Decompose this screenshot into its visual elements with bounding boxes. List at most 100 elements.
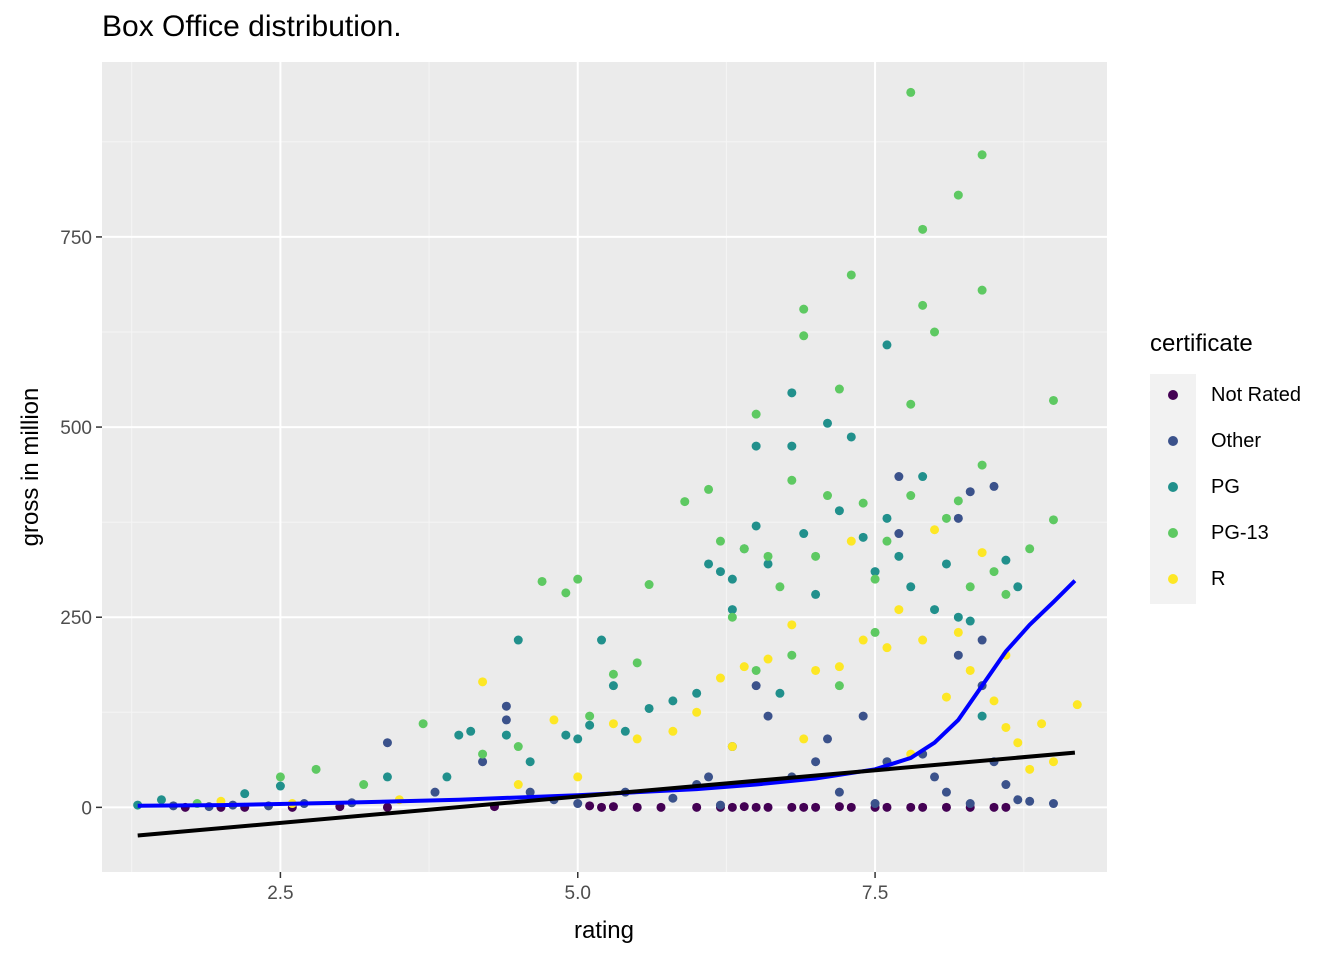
trend-line bbox=[137, 750, 1076, 838]
data-point bbox=[513, 780, 523, 790]
data-point bbox=[632, 658, 642, 668]
data-point bbox=[585, 720, 595, 730]
data-point bbox=[727, 605, 737, 615]
data-point bbox=[823, 734, 833, 744]
data-point bbox=[382, 772, 392, 782]
data-point bbox=[751, 441, 761, 451]
data-point bbox=[870, 567, 880, 577]
plot-panel bbox=[102, 62, 1107, 872]
legend-marker bbox=[1168, 436, 1178, 446]
legend-title: certificate bbox=[1150, 330, 1253, 357]
data-point bbox=[930, 327, 940, 337]
data-point bbox=[680, 497, 690, 507]
legend-label: PG-13 bbox=[1211, 522, 1269, 544]
y-axis-ticks: 0 250 500 750 bbox=[60, 228, 102, 819]
data-point bbox=[977, 460, 987, 470]
data-point bbox=[834, 384, 844, 394]
data-point bbox=[846, 270, 856, 280]
data-point bbox=[787, 441, 797, 451]
data-point bbox=[573, 772, 583, 782]
data-point bbox=[739, 544, 749, 554]
data-point bbox=[775, 688, 785, 698]
data-point bbox=[240, 789, 250, 799]
data-point bbox=[834, 662, 844, 672]
data-point bbox=[823, 491, 833, 501]
data-point bbox=[823, 418, 833, 428]
data-point bbox=[430, 787, 440, 797]
data-point bbox=[525, 757, 535, 767]
series-other bbox=[168, 472, 1058, 812]
data-point bbox=[930, 772, 940, 782]
data-point bbox=[882, 340, 892, 350]
data-point bbox=[478, 677, 488, 687]
data-point bbox=[739, 802, 749, 812]
data-point bbox=[704, 484, 714, 494]
data-point bbox=[692, 688, 702, 698]
data-point bbox=[1048, 395, 1058, 405]
data-point bbox=[787, 650, 797, 660]
data-point bbox=[727, 802, 737, 812]
data-point bbox=[727, 742, 737, 752]
data-point bbox=[918, 224, 928, 234]
data-point bbox=[846, 802, 856, 812]
legend-item: Not Rated bbox=[1150, 374, 1344, 420]
legend-label: Not Rated bbox=[1211, 384, 1302, 406]
data-point bbox=[1048, 757, 1058, 767]
y-tick-label: 750 bbox=[60, 228, 92, 249]
data-point bbox=[501, 715, 511, 725]
x-tick-label: 5.0 bbox=[565, 883, 591, 904]
data-point bbox=[977, 285, 987, 295]
data-point bbox=[894, 605, 904, 615]
data-point bbox=[1072, 700, 1082, 710]
data-point bbox=[799, 734, 809, 744]
data-point bbox=[977, 548, 987, 558]
data-point bbox=[799, 529, 809, 539]
data-point bbox=[501, 730, 511, 740]
data-point bbox=[751, 681, 761, 691]
data-point bbox=[632, 734, 642, 744]
data-point bbox=[811, 551, 821, 561]
legend-marker bbox=[1168, 390, 1178, 400]
data-point bbox=[787, 620, 797, 630]
data-point bbox=[846, 432, 856, 442]
legend-label: Other bbox=[1211, 430, 1262, 452]
data-point bbox=[275, 772, 285, 782]
data-point bbox=[882, 802, 892, 812]
data-point bbox=[941, 559, 951, 569]
data-point bbox=[1048, 799, 1058, 809]
data-point bbox=[597, 635, 607, 645]
data-point bbox=[620, 726, 630, 736]
legend-marker bbox=[1168, 574, 1178, 584]
data-point bbox=[573, 734, 583, 744]
data-point bbox=[561, 730, 571, 740]
data-point bbox=[918, 472, 928, 482]
data-point bbox=[834, 506, 844, 516]
data-point bbox=[715, 536, 725, 546]
data-point bbox=[763, 551, 773, 561]
data-point bbox=[882, 536, 892, 546]
data-point bbox=[775, 582, 785, 592]
series-r bbox=[216, 525, 1082, 809]
data-point bbox=[906, 491, 916, 501]
data-point bbox=[834, 787, 844, 797]
data-point bbox=[668, 726, 678, 736]
y-tick-label: 250 bbox=[60, 608, 92, 629]
data-point bbox=[811, 665, 821, 675]
data-point bbox=[715, 567, 725, 577]
data-point bbox=[882, 513, 892, 523]
data-point bbox=[882, 643, 892, 653]
data-point bbox=[953, 627, 963, 637]
data-point bbox=[906, 87, 916, 97]
data-point bbox=[501, 701, 511, 711]
legend-item: PG-13 bbox=[1150, 512, 1344, 558]
data-point bbox=[977, 711, 987, 721]
data-point bbox=[418, 719, 428, 729]
data-point bbox=[894, 472, 904, 482]
data-point bbox=[941, 787, 951, 797]
data-point bbox=[918, 300, 928, 310]
legend-label: R bbox=[1211, 568, 1226, 590]
legend-marker bbox=[1168, 528, 1178, 538]
data-point bbox=[1048, 515, 1058, 525]
data-point bbox=[692, 802, 702, 812]
data-point bbox=[608, 802, 618, 812]
